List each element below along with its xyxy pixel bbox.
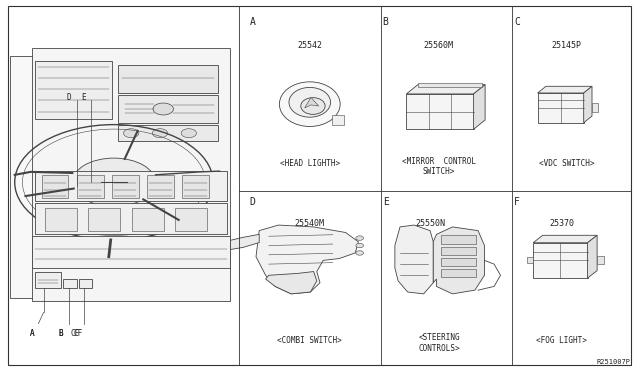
Circle shape [124,129,139,138]
Bar [441,269,476,277]
Polygon shape [202,234,259,253]
Text: E: E [383,197,388,207]
Ellipse shape [195,246,202,254]
Bar [182,175,209,198]
Text: CF: CF [74,329,83,338]
Text: A: A [250,17,255,27]
Text: B: B [383,17,388,27]
Bar [63,279,77,288]
Ellipse shape [280,82,340,126]
Bar [441,235,476,244]
Circle shape [356,251,364,255]
Text: <HEAD LIGHTH>: <HEAD LIGHTH> [280,159,340,168]
Bar [418,83,482,87]
Bar [441,247,476,255]
Bar [10,56,34,298]
Polygon shape [256,225,358,294]
Text: 25560M: 25560M [424,41,453,50]
Ellipse shape [301,98,325,115]
Text: <FOG LIGHT>: <FOG LIGHT> [536,336,588,345]
Text: B: B [58,329,63,338]
Polygon shape [433,227,484,294]
Text: 25550N: 25550N [415,219,445,228]
Polygon shape [533,235,597,243]
Bar [79,279,92,288]
Polygon shape [588,235,597,278]
Text: D: D [67,93,72,102]
Polygon shape [305,97,319,108]
Text: R251007P: R251007P [596,359,630,365]
Text: <MIRROR  CONTROL
SWITCH>: <MIRROR CONTROL SWITCH> [402,157,476,176]
Ellipse shape [100,179,127,185]
Bar [147,175,174,198]
Text: 25540M: 25540M [295,219,324,228]
Circle shape [72,158,156,206]
Text: <VDC SWITCH>: <VDC SWITCH> [540,159,595,168]
Bar [35,203,227,234]
Text: 25370: 25370 [549,219,575,228]
Bar [118,125,218,141]
Bar [32,236,230,268]
Text: D: D [250,197,255,207]
Text: A: A [29,329,35,338]
Polygon shape [395,225,433,294]
Text: A: A [29,329,35,338]
Polygon shape [266,272,317,294]
Text: 25145P: 25145P [552,41,581,50]
Bar [441,258,476,266]
Text: B: B [58,329,63,338]
Text: E: E [81,93,86,102]
Circle shape [356,243,364,248]
Bar [45,208,77,231]
Circle shape [153,103,173,115]
Polygon shape [406,85,485,94]
Bar [35,272,61,288]
Text: <COMBI SWITCH>: <COMBI SWITCH> [277,336,342,345]
Circle shape [181,129,196,138]
Text: 25542: 25542 [297,41,323,50]
Bar [35,61,112,119]
Bar [132,208,164,231]
Bar [597,256,604,264]
Polygon shape [474,85,485,129]
Circle shape [356,236,364,240]
Bar [77,175,104,198]
Bar [35,171,227,201]
Bar [118,65,218,93]
Text: F: F [514,197,520,207]
Text: CF: CF [71,329,80,338]
Bar [88,208,120,231]
Bar [175,208,207,231]
Bar [533,243,588,278]
Bar [592,103,598,112]
Bar [538,93,584,123]
Polygon shape [538,86,592,93]
Bar [112,175,139,198]
Ellipse shape [289,87,331,117]
Bar [118,95,218,123]
Bar [527,257,533,263]
Circle shape [152,129,168,138]
Text: C: C [514,17,520,27]
Text: <STEERING
CONTROLS>: <STEERING CONTROLS> [418,333,460,353]
Bar [42,175,68,198]
Bar [32,48,230,301]
Polygon shape [584,86,592,123]
Bar [332,115,344,125]
Ellipse shape [95,177,133,187]
Bar [406,94,474,129]
